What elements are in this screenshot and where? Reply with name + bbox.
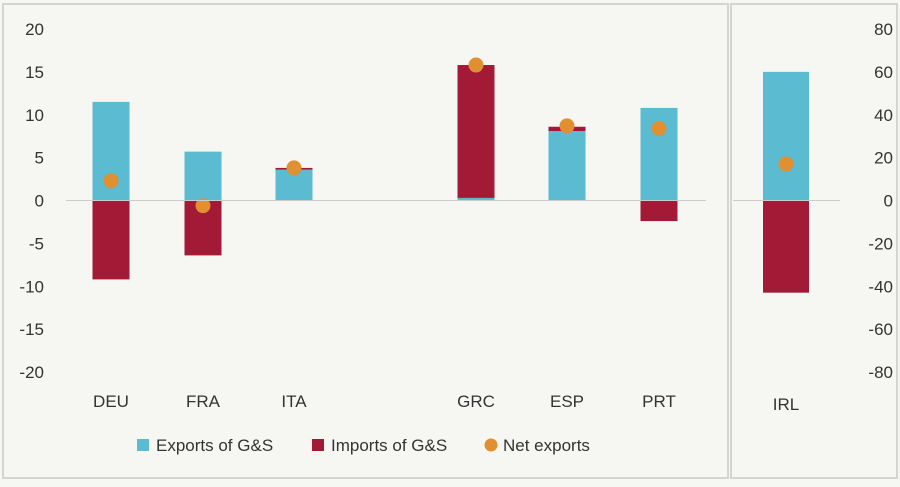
y-tick-label: 10 xyxy=(25,106,44,125)
x-category-label: DEU xyxy=(93,392,129,411)
legend-swatch-imports xyxy=(312,439,324,451)
y-tick-label: 40 xyxy=(874,106,893,125)
main-panel-border xyxy=(2,3,729,479)
legend: Exports of G&S Imports of G&S Net export… xyxy=(137,436,590,455)
net-exports-marker-esp xyxy=(559,118,575,134)
net-exports-marker-fra xyxy=(195,198,211,214)
y-tick-label: -5 xyxy=(29,234,44,253)
y-tick-label: -15 xyxy=(19,320,44,339)
y-tick-label: 20 xyxy=(874,149,893,168)
irl-y-axis: 80 60 40 20 0 -20 -40 -60 -80 xyxy=(868,20,893,382)
bar-imports-irl xyxy=(763,200,809,293)
y-tick-label: 20 xyxy=(25,20,44,39)
y-tick-label: 15 xyxy=(25,63,44,82)
bar-imports-prt xyxy=(640,200,678,222)
net-exports-marker-ita xyxy=(286,160,302,176)
bar-imports-grc xyxy=(457,65,495,198)
y-tick-label: -10 xyxy=(19,277,44,296)
y-tick-label: -80 xyxy=(868,363,893,382)
x-category-label: FRA xyxy=(186,392,221,411)
legend-label-imports: Imports of G&S xyxy=(331,436,447,455)
y-tick-label: -20 xyxy=(868,234,893,253)
y-tick-label: 60 xyxy=(874,63,893,82)
bar-exports-grc xyxy=(457,197,495,201)
net-exports-marker-deu xyxy=(103,173,119,189)
y-tick-label: -40 xyxy=(868,277,893,296)
y-tick-label: 0 xyxy=(35,192,44,211)
x-category-label: ITA xyxy=(281,392,307,411)
main-x-axis: DEU FRA ITA GRC ESP PRT xyxy=(93,392,676,411)
x-category-label: GRC xyxy=(457,392,495,411)
y-tick-label: 0 xyxy=(884,192,893,211)
bar-imports-deu xyxy=(92,200,130,280)
net-exports-marker-prt xyxy=(651,120,667,136)
y-tick-label: 80 xyxy=(874,20,893,39)
legend-label-exports: Exports of G&S xyxy=(156,436,273,455)
legend-marker-net xyxy=(484,438,498,452)
y-tick-label: -20 xyxy=(19,363,44,382)
x-category-label: IRL xyxy=(773,395,799,414)
legend-swatch-exports xyxy=(137,439,149,451)
y-tick-label: -60 xyxy=(868,320,893,339)
legend-label-net: Net exports xyxy=(503,436,590,455)
irl-x-axis: IRL xyxy=(773,395,799,414)
bar-exports-irl xyxy=(763,71,809,201)
main-plot-area xyxy=(66,57,706,280)
y-tick-label: 5 xyxy=(35,149,44,168)
main-y-axis: 20 15 10 5 0 -5 -10 -15 -20 xyxy=(19,20,44,382)
bar-exports-fra xyxy=(184,151,222,201)
x-category-label: ESP xyxy=(550,392,584,411)
irl-panel-border xyxy=(730,3,898,479)
net-exports-marker-irl xyxy=(778,156,794,172)
net-exports-marker-grc xyxy=(468,57,484,73)
x-category-label: PRT xyxy=(642,392,676,411)
bar-exports-esp xyxy=(548,131,586,201)
irl-plot-area xyxy=(733,71,840,293)
